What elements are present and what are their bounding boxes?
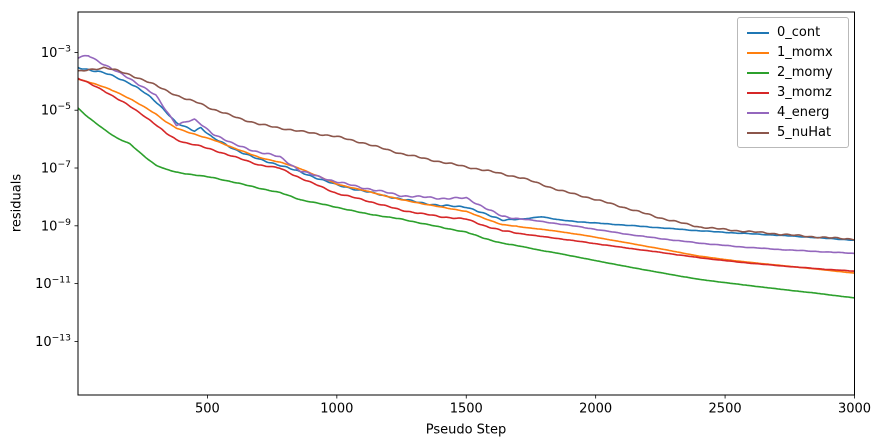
x-tick-label: 1000 <box>320 402 353 417</box>
y-axis-label: residuals <box>9 173 25 233</box>
legend-label: 2_momy <box>777 65 833 80</box>
legend-item-5-nuhat: 5_nuHat <box>747 123 840 143</box>
curve-1_momx <box>78 78 855 274</box>
legend-label: 1_momx <box>777 45 833 60</box>
legend-label: 0_cont <box>777 25 821 40</box>
x-axis-label: Pseudo Step <box>425 422 507 438</box>
legend-line-swatch <box>747 132 769 134</box>
axes-frame <box>77 11 855 396</box>
x-tick-label: 2500 <box>709 402 742 417</box>
curve-4_energ <box>78 54 855 255</box>
x-tick-label: 2000 <box>579 402 612 417</box>
curve-2_momy <box>78 107 855 299</box>
x-tick-label: 1500 <box>450 402 483 417</box>
curve-5_nuHat <box>78 66 855 241</box>
legend-line-swatch <box>747 72 769 74</box>
x-tick-label: 500 <box>195 402 220 417</box>
y-tick-label: 10−11 <box>35 275 71 293</box>
y-tick-label: 10−7 <box>41 159 71 177</box>
legend-item-2-momy: 2_momy <box>747 63 840 83</box>
legend-item-4-energ: 4_energ <box>747 103 840 123</box>
legend-line-swatch <box>747 92 769 94</box>
legend-line-swatch <box>747 112 769 114</box>
y-tick-label: 10−3 <box>41 43 71 61</box>
legend-label: 4_energ <box>777 105 830 120</box>
y-tick-label: 10−13 <box>35 332 71 350</box>
legend-item-0-cont: 0_cont <box>747 23 840 43</box>
legend: 0_cont 1_momx 2_momy 3_momz 4_energ 5_nu… <box>737 17 849 148</box>
legend-label: 3_momz <box>777 85 832 100</box>
legend-line-swatch <box>747 52 769 54</box>
legend-label: 5_nuHat <box>777 125 832 140</box>
y-tick-label: 10−5 <box>41 101 71 119</box>
y-tick-label: 10−9 <box>41 217 71 235</box>
x-tick-label: 3000 <box>838 402 871 417</box>
curve-3_momz <box>78 77 855 272</box>
legend-item-3-momz: 3_momz <box>747 83 840 103</box>
legend-line-swatch <box>747 32 769 34</box>
legend-item-1-momx: 1_momx <box>747 43 840 63</box>
curve-0_cont <box>78 66 855 241</box>
